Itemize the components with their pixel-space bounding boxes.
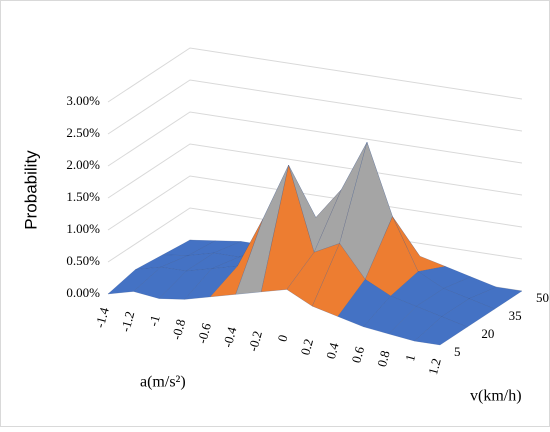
z-tick-label: 0.00% bbox=[66, 285, 100, 300]
z-tick-label: 2.50% bbox=[66, 125, 100, 140]
grid-line bbox=[107, 175, 523, 231]
x-tick-label: -0.6 bbox=[194, 321, 214, 345]
x-tick-label: 0 bbox=[274, 333, 290, 343]
grid-line bbox=[107, 47, 523, 103]
z-axis-title: Probability bbox=[21, 150, 40, 230]
x-tick-label: -0.2 bbox=[245, 329, 265, 353]
x-tick-label: 1 bbox=[402, 353, 418, 363]
grid-line bbox=[107, 143, 523, 199]
y-tick-label: 50 bbox=[536, 290, 549, 305]
x-tick-label: 0.4 bbox=[323, 340, 342, 360]
x-tick-label: 0.2 bbox=[297, 337, 316, 357]
x-tick-label: 1.2 bbox=[425, 357, 444, 377]
y-tick-label: 20 bbox=[481, 326, 494, 341]
z-tick-label: 0.50% bbox=[66, 253, 100, 268]
grid-line bbox=[107, 111, 523, 167]
z-tick-label: 2.00% bbox=[66, 157, 100, 172]
grid-line bbox=[107, 79, 523, 135]
x-tick-label: -1 bbox=[146, 314, 163, 328]
x-tick-label: -1.4 bbox=[92, 305, 112, 329]
z-tick-label: 3.00% bbox=[66, 93, 100, 108]
z-tick-label: 1.00% bbox=[66, 221, 100, 236]
x-tick-label: -1.2 bbox=[117, 310, 137, 334]
grid-line bbox=[107, 207, 523, 263]
surface-patch bbox=[414, 316, 468, 346]
y-tick-label: 5 bbox=[454, 344, 461, 359]
z-tick-label: 1.50% bbox=[66, 189, 100, 204]
x-tick-label: -0.8 bbox=[169, 317, 189, 341]
x-axis-title: a(m/s²) bbox=[140, 374, 186, 391]
x-tick-label: -0.4 bbox=[220, 325, 240, 349]
y-axis-title: v(km/h) bbox=[470, 388, 522, 405]
y-tick-label: 35 bbox=[509, 308, 522, 323]
x-tick-label: 0.6 bbox=[348, 344, 367, 364]
x-tick-label: 0.8 bbox=[374, 349, 393, 369]
